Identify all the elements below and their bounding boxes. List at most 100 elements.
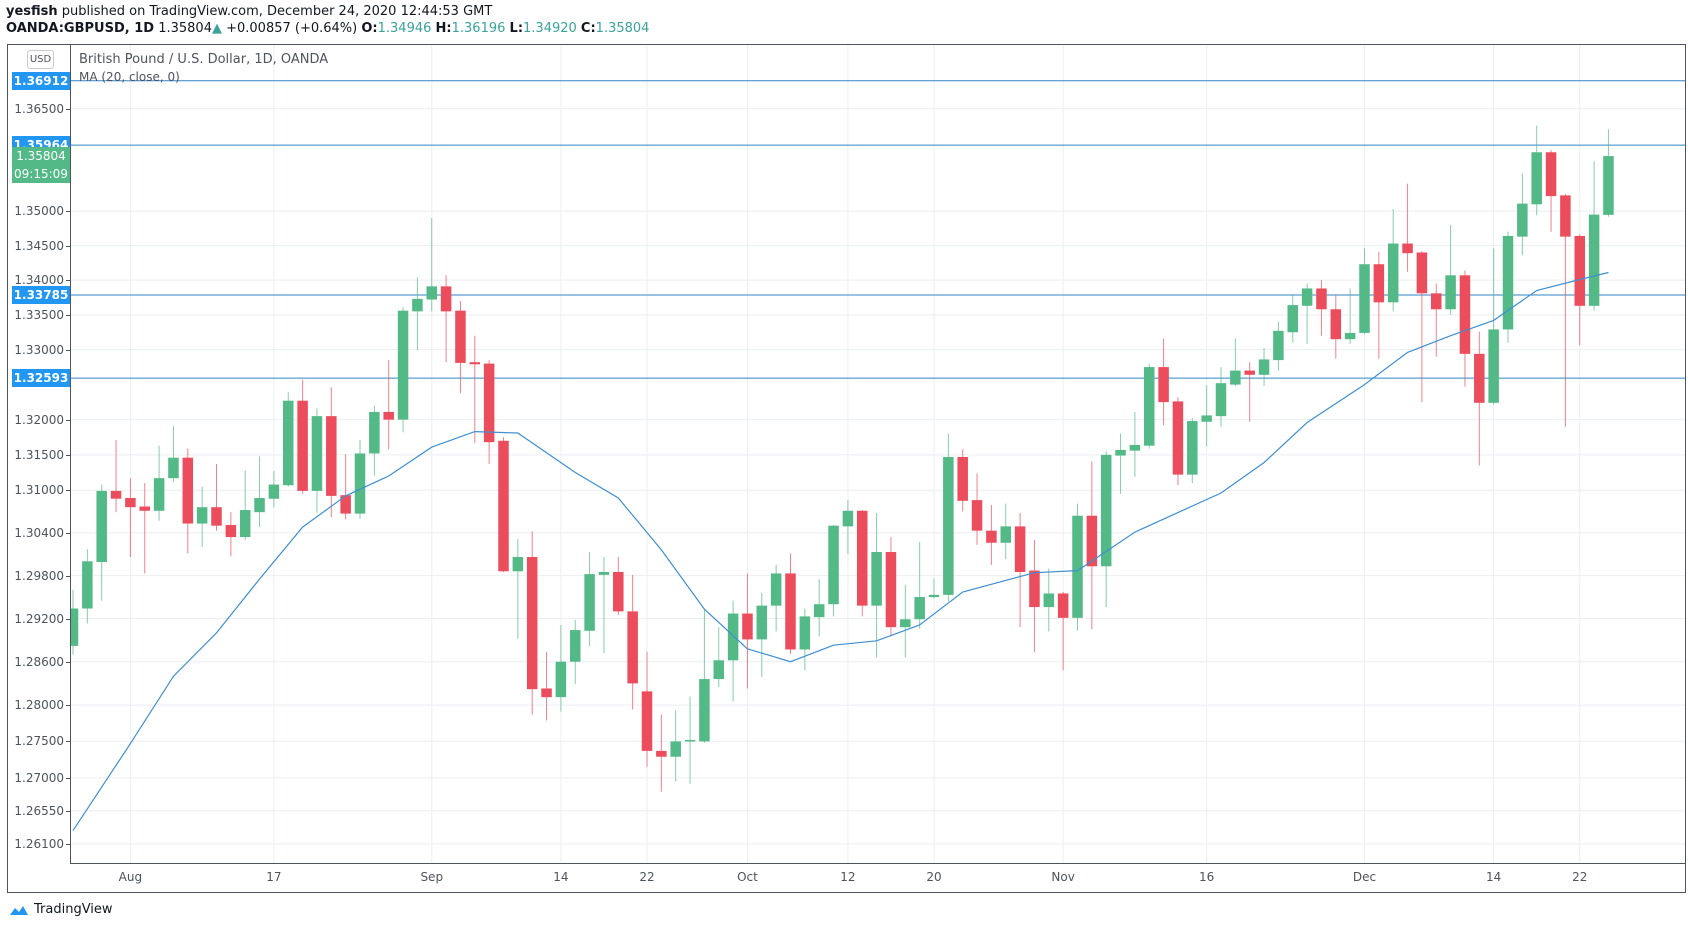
candle-body-up <box>756 605 768 640</box>
open-label: O: <box>361 21 378 36</box>
brand-name: TradingView <box>34 902 113 917</box>
candle-body-up <box>369 411 380 454</box>
time-tick-label: Dec <box>1352 870 1377 884</box>
candle-body-up <box>1517 203 1528 237</box>
close-label: C: <box>580 21 596 36</box>
candle-body-up <box>1129 444 1141 451</box>
price-tick-label: 1.28000 <box>14 698 70 713</box>
high-value: 1.36196 <box>451 21 506 36</box>
last-price: 1.35804 <box>158 21 212 36</box>
price-tick-label: 1.31500 <box>14 447 70 462</box>
time-axis-line <box>70 863 1686 864</box>
bar-countdown-label: 09:15:09 <box>12 165 70 184</box>
candle-body-up <box>770 573 782 606</box>
candle-body-down <box>1029 570 1040 608</box>
candlestick-chart[interactable] <box>71 45 1685 863</box>
time-tick-label: 14 <box>553 870 569 884</box>
time-tick-label: 17 <box>266 870 282 884</box>
price-tick-label: 1.33000 <box>14 342 70 357</box>
candle-body-down <box>225 524 237 538</box>
low-value: 1.34920 <box>523 21 577 36</box>
candle-body-down <box>1474 353 1485 403</box>
price-tick-label: 1.33500 <box>14 307 70 322</box>
candle-body-up <box>570 630 581 662</box>
candle-body-up <box>1258 359 1270 375</box>
candle-body-up <box>900 619 911 628</box>
candle-body-up <box>1115 449 1126 456</box>
candle-body-down <box>440 286 452 312</box>
candle-body-up <box>1531 152 1542 205</box>
price-change: +0.00857 (+0.64%) <box>226 21 358 36</box>
candle-body-down <box>986 530 997 543</box>
candle-body-up <box>512 557 524 572</box>
candle-body-up <box>727 613 739 661</box>
tradingview-logo[interactable]: TradingView <box>8 902 113 917</box>
chart-frame <box>7 44 1686 893</box>
low-label: L: <box>509 21 524 36</box>
candle-body-up <box>1603 156 1614 215</box>
candle-body-down <box>469 362 481 365</box>
price-axis[interactable]: 1.36500 1.35000 1.34500 1.34000 1.33500 1.330… <box>8 44 70 864</box>
candle-body-up <box>239 510 251 538</box>
price-tick-label: 1.30400 <box>14 525 70 540</box>
time-tick-label: 22 <box>639 870 655 884</box>
candle-body-up <box>943 456 954 595</box>
candle-body-up <box>699 679 710 742</box>
author-name[interactable]: yesfish <box>6 4 58 19</box>
candle-body-down <box>383 411 394 420</box>
currency-badge[interactable]: USD <box>27 50 54 69</box>
last-price-label: 1.35804 <box>12 147 70 166</box>
time-tick-label: Sep <box>420 870 444 884</box>
candle-body-down <box>613 571 624 612</box>
candle-body-down <box>656 750 667 757</box>
candle-body-up <box>426 286 437 300</box>
time-tick-label: 16 <box>1199 870 1215 884</box>
chart-pane[interactable] <box>71 45 1685 863</box>
candle-body-down <box>785 573 796 650</box>
candle-body-up <box>1230 370 1241 385</box>
candle-body-up <box>1301 288 1313 306</box>
candle-body-down <box>1416 252 1428 294</box>
candle-body-down <box>1560 195 1571 237</box>
close-value: 1.35804 <box>595 21 650 36</box>
price-tick-label: 1.26100 <box>14 836 70 851</box>
candle-body-up <box>928 594 940 598</box>
candle-body-up <box>1502 235 1514 330</box>
candle-body-up <box>82 561 93 609</box>
price-tick-label: 1.34000 <box>14 273 70 288</box>
candle-body-up <box>311 416 323 491</box>
candle-body-up <box>1215 383 1227 417</box>
candle-body-down <box>340 495 351 514</box>
candle-body-down <box>957 456 968 501</box>
ma-indicator-legend[interactable]: MA (20, close, 0) <box>79 70 180 84</box>
time-axis[interactable]: Aug 17 Sep 14 22 Oct 12 20 Nov 16 Dec 14 22 <box>71 864 1685 892</box>
candle-body-down <box>326 416 337 496</box>
price-tick-label: 1.32000 <box>14 412 70 427</box>
candle-body-down <box>125 497 136 508</box>
candle-body-up <box>1287 305 1298 333</box>
price-tick-label: 1.26550 <box>14 803 70 818</box>
candle-body-down <box>1373 264 1385 303</box>
publish-text: published on TradingView.com, December 2… <box>57 4 493 19</box>
candle-body-up <box>598 571 610 575</box>
candle-body-up <box>713 660 724 680</box>
symbol-info-bar: OANDA:GBPUSD, 1D 1.35804▲ +0.00857 (+0.6… <box>6 21 649 36</box>
candle-body-down <box>498 440 509 572</box>
candle-body-up <box>1072 515 1083 618</box>
candle-body-up <box>1359 264 1370 333</box>
candle-body-down <box>885 552 897 628</box>
candle-body-down <box>971 500 983 531</box>
candle-body-up <box>555 661 567 698</box>
candle-body-up <box>1144 367 1155 446</box>
price-tick-label: 1.34500 <box>14 238 70 253</box>
candle-body-up <box>1488 329 1499 403</box>
time-tick-label: 14 <box>1486 870 1502 884</box>
candle-body-down <box>1459 275 1471 354</box>
price-axis-line <box>70 44 71 864</box>
candle-body-up <box>684 739 696 742</box>
candle-body-up <box>397 310 409 420</box>
high-label: H: <box>435 21 452 36</box>
candle-body-up <box>354 453 366 514</box>
time-tick-label: Aug <box>118 870 143 884</box>
candle-body-up <box>168 457 179 479</box>
